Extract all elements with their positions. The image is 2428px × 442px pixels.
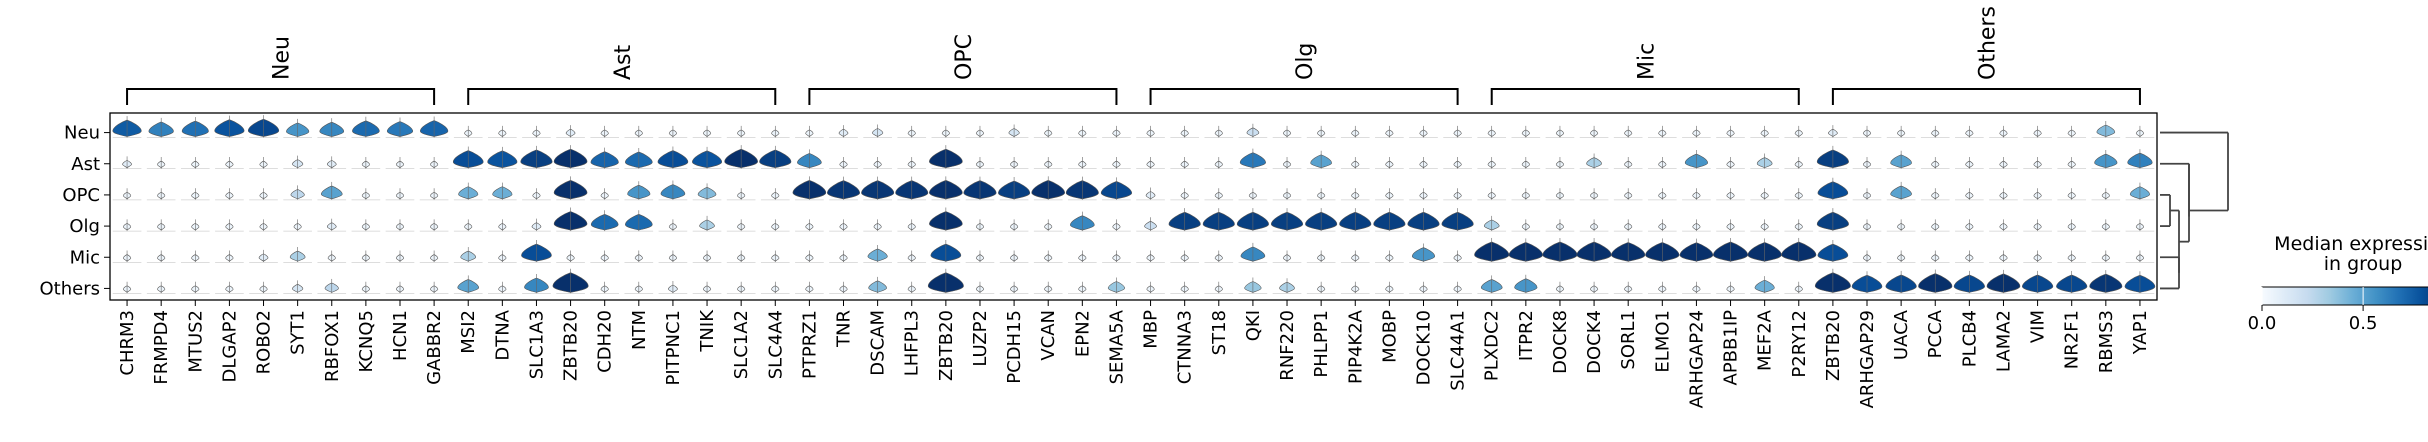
dendrogram	[2160, 131, 2229, 290]
group-label-olg: Olg	[1293, 43, 1318, 80]
gene-label-zbtb20: ZBTB20	[561, 310, 582, 381]
y-label-olg: Olg	[69, 216, 100, 237]
gene-label-lama2: LAMA2	[1993, 310, 2014, 372]
y-label-mic: Mic	[70, 247, 100, 268]
gene-label-dock8: DOCK8	[1550, 310, 1571, 374]
gene-label-uaca: UACA	[1891, 309, 1912, 360]
y-label-opc: OPC	[62, 185, 100, 206]
gene-label-luzp2: LUZP2	[970, 310, 991, 367]
gene-label-hcn1: HCN1	[390, 310, 411, 361]
gene-label-chrm3: CHRM3	[117, 310, 138, 376]
gene-label-slc1a3: SLC1A3	[526, 310, 547, 379]
group-label-others: Others	[1975, 6, 2000, 80]
gene-label-syt1: SYT1	[288, 310, 309, 355]
gene-label-robo2: ROBO2	[254, 310, 275, 374]
gene-label-pcca: PCCA	[1925, 309, 1946, 358]
gene-label-pcdh15: PCDH15	[1004, 310, 1025, 384]
gene-label-p2ry12: P2RY12	[1789, 310, 1810, 378]
group-label-neu: Neu	[270, 36, 295, 80]
colorbar: Median expressionin group 0.0 0.5	[2248, 233, 2428, 334]
gene-label-dock4: DOCK4	[1584, 310, 1605, 374]
gene-label-ctnna3: CTNNA3	[1175, 310, 1196, 384]
gene-label-kcnq5: KCNQ5	[356, 310, 377, 372]
gene-label-vim: VIM	[2028, 310, 2049, 343]
gene-label-tnr: TNR	[834, 310, 855, 348]
gene-label-vcan: VCAN	[1038, 310, 1059, 361]
gene-label-sema5a: SEMA5A	[1106, 309, 1127, 384]
gene-label-qki: QKI	[1243, 310, 1264, 341]
gene-label-zbtb20: ZBTB20	[936, 310, 957, 381]
bracket-mic	[1490, 88, 1800, 105]
gene-label-mbp: MBP	[1141, 310, 1162, 349]
gene-label-apbb1ip: APBB1IP	[1721, 310, 1742, 386]
bracket-olg	[1149, 88, 1459, 105]
x-axis-gene-labels: CHRM3 FRMPD4 MTUS2 DLGAP2 ROBO2 SYT1 RBFOX1 KCN…	[117, 300, 2151, 408]
gene-label-cdh20: CDH20	[595, 310, 616, 373]
gene-label-slc44a1: SLC44A1	[1448, 310, 1469, 391]
gene-label-zbtb20: ZBTB20	[1823, 310, 1844, 381]
gene-label-mobp: MOBP	[1379, 310, 1400, 363]
gene-label-rnf220: RNF220	[1277, 310, 1298, 381]
gene-label-yap1: YAP1	[2130, 310, 2151, 355]
gene-label-elmo1: ELMO1	[1652, 310, 1673, 373]
group-label-ast: Ast	[611, 44, 636, 80]
gene-label-phlpp1: PHLPP1	[1311, 310, 1332, 378]
gene-label-dtna: DTNA	[492, 309, 513, 360]
gene-label-slc4a4: SLC4A4	[765, 310, 786, 379]
group-label-opc: OPC	[952, 34, 977, 80]
bracket-others	[1831, 88, 2141, 105]
gene-label-rbms3: RBMS3	[2096, 310, 2117, 373]
gene-label-ntm: NTM	[629, 310, 650, 350]
y-axis-group-labels: Neu Ast OPC Olg Mic Others	[40, 123, 110, 299]
gene-label-gabbr2: GABBR2	[424, 310, 445, 385]
gene-label-mtus2: MTUS2	[185, 310, 206, 373]
y-label-neu: Neu	[64, 123, 100, 144]
group-label-mic: Mic	[1634, 43, 1659, 80]
bracket-neu	[126, 88, 436, 105]
gene-label-lhfpl3: LHFPL3	[902, 310, 923, 376]
gene-label-tnik: TNIK	[697, 309, 718, 353]
gene-label-pip4k2a: PIP4K2A	[1345, 309, 1366, 384]
gene-label-dscam: DSCAM	[868, 310, 889, 376]
y-label-ast: Ast	[71, 154, 100, 175]
colorbar-bar	[2261, 286, 2428, 306]
gene-group-brackets: Neu Ast OPC Olg Mic Others	[126, 6, 2141, 105]
gene-label-arhgap29: ARHGAP29	[1857, 310, 1878, 408]
bracket-opc	[808, 88, 1118, 105]
gene-label-ptprz1: PTPRZ1	[799, 310, 820, 379]
gene-label-msi2: MSI2	[458, 310, 479, 354]
gene-label-dlgap2: DLGAP2	[219, 310, 240, 382]
gene-label-slc1a2: SLC1A2	[731, 310, 752, 379]
plot-frame	[109, 112, 2158, 301]
colorbar-tick-label-0.0: 0.0	[2248, 313, 2277, 334]
colorbar-title-line-1: Median expression	[2274, 233, 2428, 255]
colorbar-tick-label-0.5: 0.5	[2349, 313, 2378, 334]
gene-label-st18: ST18	[1209, 310, 1230, 355]
gene-label-itpr2: ITPR2	[1516, 310, 1537, 361]
gene-label-frmpd4: FRMPD4	[151, 310, 172, 385]
violin-plot-area	[109, 112, 2158, 301]
gene-label-sorl1: SORL1	[1618, 310, 1639, 370]
colorbar-title-line-2: in group	[2324, 253, 2403, 275]
gene-label-dock10: DOCK10	[1413, 310, 1434, 385]
gene-label-plcb4: PLCB4	[1959, 310, 1980, 367]
y-label-others: Others	[40, 278, 101, 299]
gene-label-nr2f1: NR2F1	[2062, 310, 2083, 369]
gene-label-pitpnc1: PITPNC1	[663, 310, 684, 386]
gene-label-rbfox1: RBFOX1	[322, 310, 343, 382]
gene-label-arhgap24: ARHGAP24	[1686, 310, 1707, 408]
gene-label-epn2: EPN2	[1072, 310, 1093, 357]
gene-label-plxdc2: PLXDC2	[1482, 310, 1503, 381]
gene-label-mef2a: MEF2A	[1755, 309, 1776, 371]
bracket-ast	[467, 88, 777, 105]
